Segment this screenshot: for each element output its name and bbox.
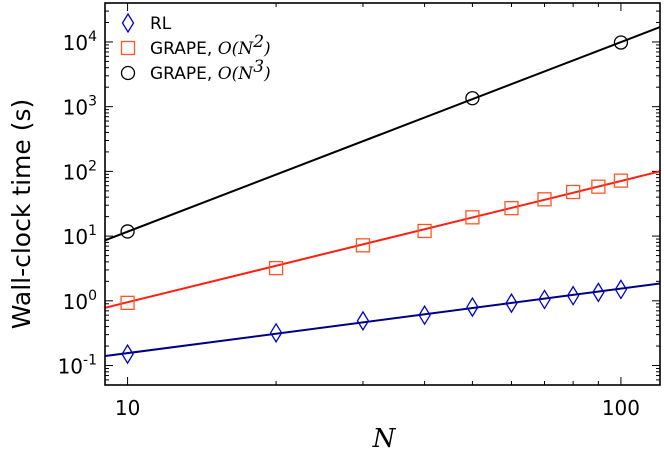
data-point [355,238,371,253]
data-point [613,173,629,188]
legend-marker [120,40,136,56]
y-tick-label: 10-1 [58,353,97,379]
data-point [504,201,519,216]
data-point [121,343,134,365]
y-tick-label: 104 [63,29,97,55]
data-point [120,224,135,239]
data-point [538,289,551,310]
fit-line [105,282,660,358]
fit-line [105,170,660,309]
data-point [466,296,479,318]
data-point [613,35,629,50]
data-point [465,91,480,106]
data-point [614,279,628,300]
data-point [356,310,370,332]
plot-frame [104,2,661,386]
legend-marker [120,65,136,81]
y-tick-label: 103 [63,94,97,120]
data-point [268,260,284,276]
x-tick-label: 10 [115,396,140,420]
data-point [592,282,605,303]
x-tick-label: 100 [602,396,640,420]
legend-label: GRAPE, O(N2) [150,32,271,59]
data-point [418,304,431,326]
data-point [417,223,432,239]
data-point [465,210,480,225]
data-point [566,285,580,306]
data-point [505,292,518,314]
fit-line [105,26,660,242]
y-tick-label: 101 [63,223,97,249]
data-point [565,184,581,200]
data-point [537,192,552,207]
y-tick-label: 100 [63,288,97,314]
data-point [269,322,283,344]
x-axis-title: N [372,424,397,454]
legend-label: GRAPE, O(N3) [150,57,271,84]
y-axis-title: Wall-clock time (s) [7,99,36,329]
y-tick-label: 102 [63,158,97,184]
legend-label: RL [150,14,172,34]
data-point [591,179,606,194]
legend-marker [121,12,135,34]
data-point [120,295,135,310]
